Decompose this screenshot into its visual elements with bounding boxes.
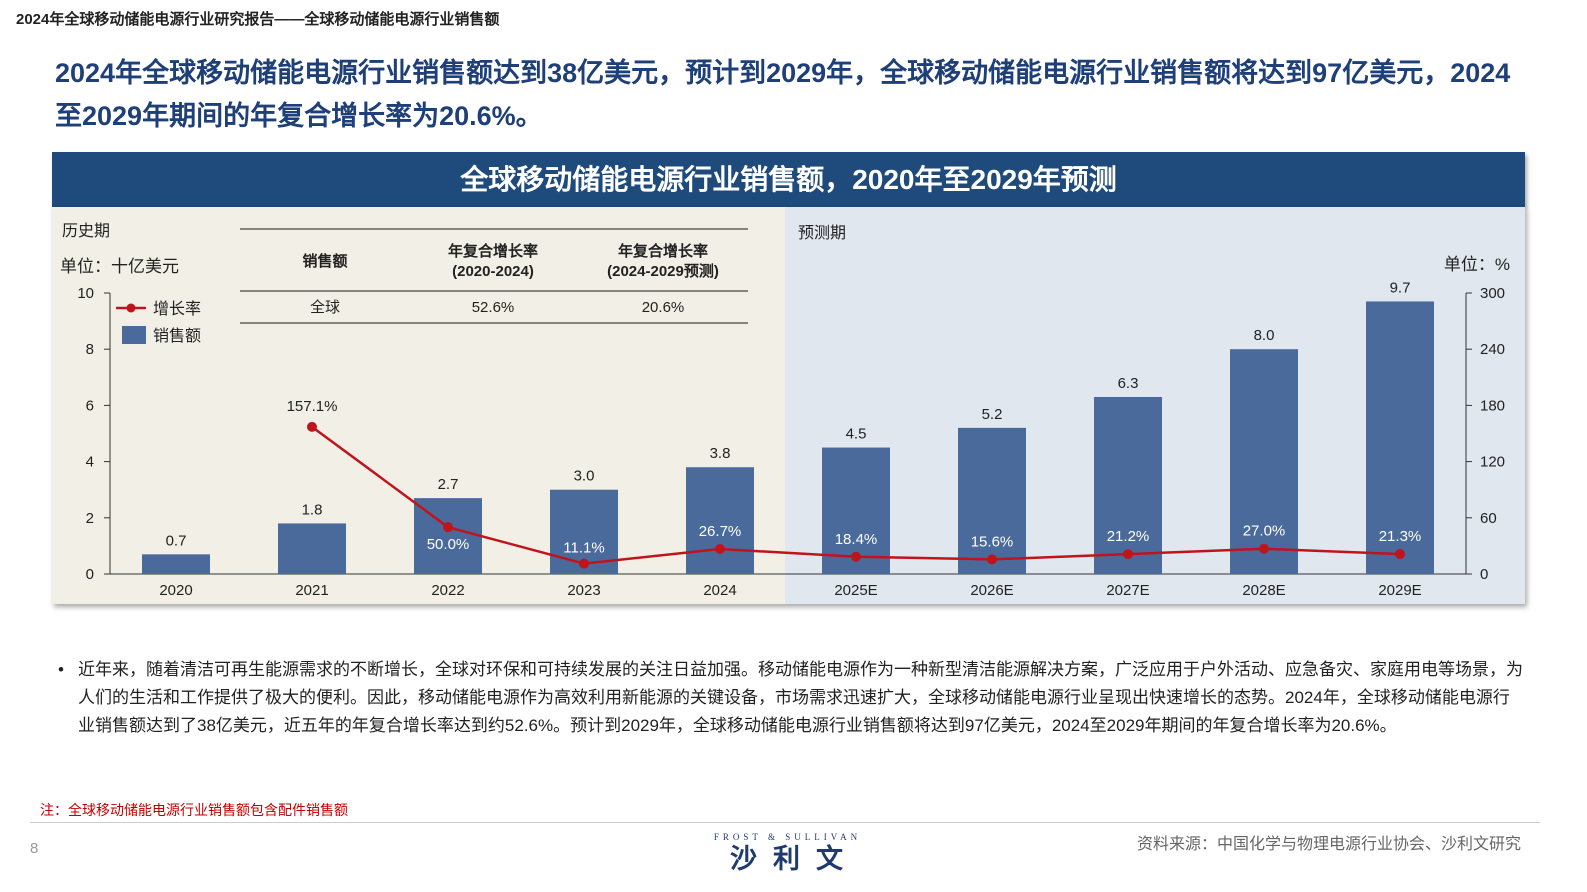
- y-left-tick-label: 2: [86, 510, 94, 527]
- growth-label-2029E: 21.3%: [1379, 528, 1422, 545]
- footer-divider: [30, 822, 1540, 823]
- growth-label-2026E: 15.6%: [971, 533, 1014, 550]
- x-label-2028E: 2028E: [1242, 582, 1285, 599]
- bar-label-2029E: 9.7: [1390, 279, 1411, 296]
- x-tick-labels: 2020 2021 2022 2023 2024 2025E 2026E 2027E 2028E…: [159, 582, 1421, 599]
- growth-label-2023: 11.1%: [563, 540, 604, 557]
- growth-label-2021: 157.1%: [287, 398, 338, 415]
- cagr-row-forecast-value: 20.6%: [642, 299, 685, 316]
- y-left-tick-label: 10: [77, 285, 94, 302]
- bar-label-2025E: 4.5: [846, 426, 867, 443]
- growth-point-2025E: [851, 551, 861, 562]
- x-label-2025E: 2025E: [834, 582, 877, 599]
- y-right-tick-label: 60: [1480, 510, 1497, 527]
- page-number: 8: [30, 840, 39, 857]
- bar-series: [142, 301, 1434, 574]
- bar-2020: [142, 554, 210, 574]
- bullet-marker: •: [58, 660, 64, 679]
- logo-top-text: FROST & SULLIVAN: [713, 832, 862, 842]
- y-left-unit-label: 单位：十亿美元: [60, 257, 179, 276]
- bar-2029E: [1366, 301, 1434, 574]
- history-period-label: 历史期: [62, 222, 110, 240]
- y-right-tick-label: 180: [1480, 397, 1505, 414]
- cagr-table: 销售额 年复合增长率(2020-2024) 年复合增长率(2024-2029预测…: [240, 228, 748, 324]
- growth-point-2021: [307, 421, 317, 432]
- y-right-unit-label: 单位：%: [1444, 255, 1510, 274]
- cagr-header-sales: 销售额: [302, 252, 347, 270]
- chart: 历史期 预测期 单位：十亿美元 单位：% 销售额 年复合增长率(2020-202…: [52, 207, 1525, 604]
- y-left-tick-label: 4: [86, 454, 94, 471]
- cagr-header-forecast: 年复合增长率(2024-2029预测): [607, 242, 719, 280]
- bar-2021: [278, 523, 346, 574]
- legend-label-sales: 销售额: [153, 327, 201, 345]
- y-left-tick-label: 6: [86, 397, 94, 414]
- source-note: 资料来源：中国化学与物理电源行业协会、沙利文研究: [1136, 836, 1521, 853]
- cagr-header-hist: 年复合增长率(2020-2024): [448, 242, 538, 280]
- x-label-2029E: 2029E: [1378, 582, 1421, 599]
- bar-label-2021: 1.8: [302, 501, 323, 518]
- growth-point-2024: [715, 543, 725, 554]
- bar-label-2027E: 6.3: [1118, 375, 1139, 392]
- x-label-2020: 2020: [159, 582, 192, 599]
- growth-point-2023: [579, 558, 589, 569]
- x-label-2023: 2023: [567, 582, 600, 599]
- cagr-row-region: 全球: [310, 298, 340, 316]
- x-label-2022: 2022: [431, 582, 464, 599]
- growth-point-2029E: [1395, 549, 1405, 560]
- bar-label-2026E: 5.2: [982, 406, 1003, 423]
- x-label-2021: 2021: [295, 582, 328, 599]
- headline: 2024年全球移动储能电源行业销售额达到38亿美元，预计到2029年，全球移动储…: [55, 58, 1511, 131]
- bullet-paragraph: • 近年来，随着清洁可再生能源需求的不断增长，全球对环保和可持续发展的关注日益加…: [58, 656, 1523, 740]
- growth-value-labels: 157.1% 50.0% 11.1% 26.7% 18.4% 15.6% 21.2% 27.0…: [287, 398, 1422, 557]
- growth-point-2028E: [1259, 543, 1269, 554]
- growth-label-2024: 26.7%: [699, 523, 742, 540]
- y-right-tick-label: 240: [1480, 341, 1505, 358]
- chart-title: 全球移动储能电源行业销售额，2020年至2029年预测: [52, 152, 1525, 207]
- y-left-tick-label: 8: [86, 341, 94, 358]
- y-right-tick-label: 0: [1480, 566, 1488, 583]
- report-title: 2024年全球移动储能电源行业研究报告——全球移动储能电源行业销售额: [16, 11, 500, 28]
- forecast-period-label: 预测期: [798, 224, 846, 242]
- bar-2024: [686, 467, 754, 574]
- y-left-ticks: 0 2 4 6 8 10: [77, 285, 110, 583]
- cagr-row-hist-value: 52.6%: [472, 299, 515, 316]
- growth-point-2027E: [1123, 549, 1133, 560]
- bar-2026E: [958, 427, 1026, 574]
- bar-label-2023: 3.0: [574, 468, 595, 485]
- logo-main-text: 沙利文: [730, 844, 859, 874]
- bar-value-labels: 0.7 1.8 2.7 3.0 3.8 4.5 5.2 6.3 8.0 9.7: [166, 279, 1411, 549]
- y-right-ticks: 0 60 120 180 240 300: [1466, 285, 1505, 583]
- growth-label-2027E: 21.2%: [1107, 528, 1150, 545]
- bullet-body: 近年来，随着清洁可再生能源需求的不断增长，全球对环保和可持续发展的关注日益加强。…: [78, 660, 1523, 735]
- bar-label-2028E: 8.0: [1254, 327, 1275, 344]
- y-left-tick-label: 0: [86, 566, 94, 583]
- footnote: 注：全球移动储能电源行业销售额包含配件销售额: [40, 802, 348, 818]
- y-right-tick-label: 300: [1480, 285, 1505, 302]
- growth-label-2022: 50.0%: [427, 536, 470, 553]
- growth-label-2025E: 18.4%: [835, 531, 878, 548]
- legend-label-growth: 增长率: [153, 300, 201, 318]
- legend-line-marker: [126, 303, 136, 313]
- x-label-2027E: 2027E: [1106, 582, 1149, 599]
- legend: 增长率 销售额: [116, 300, 201, 345]
- bar-label-2024: 3.8: [710, 445, 731, 462]
- x-label-2024: 2024: [703, 582, 736, 599]
- bar-2027E: [1094, 396, 1162, 574]
- bar-2028E: [1230, 349, 1298, 574]
- growth-point-2022: [443, 522, 453, 533]
- frost-sullivan-logo: FROST & SULLIVAN 沙利文: [705, 832, 870, 876]
- bar-label-2020: 0.7: [166, 532, 187, 549]
- legend-bar-swatch: [122, 326, 146, 344]
- growth-line-series: [307, 421, 1405, 569]
- growth-label-2028E: 27.0%: [1243, 523, 1286, 540]
- bar-label-2022: 2.7: [438, 476, 459, 493]
- y-right-tick-label: 120: [1480, 454, 1505, 471]
- x-label-2026E: 2026E: [970, 582, 1013, 599]
- growth-point-2026E: [987, 554, 997, 565]
